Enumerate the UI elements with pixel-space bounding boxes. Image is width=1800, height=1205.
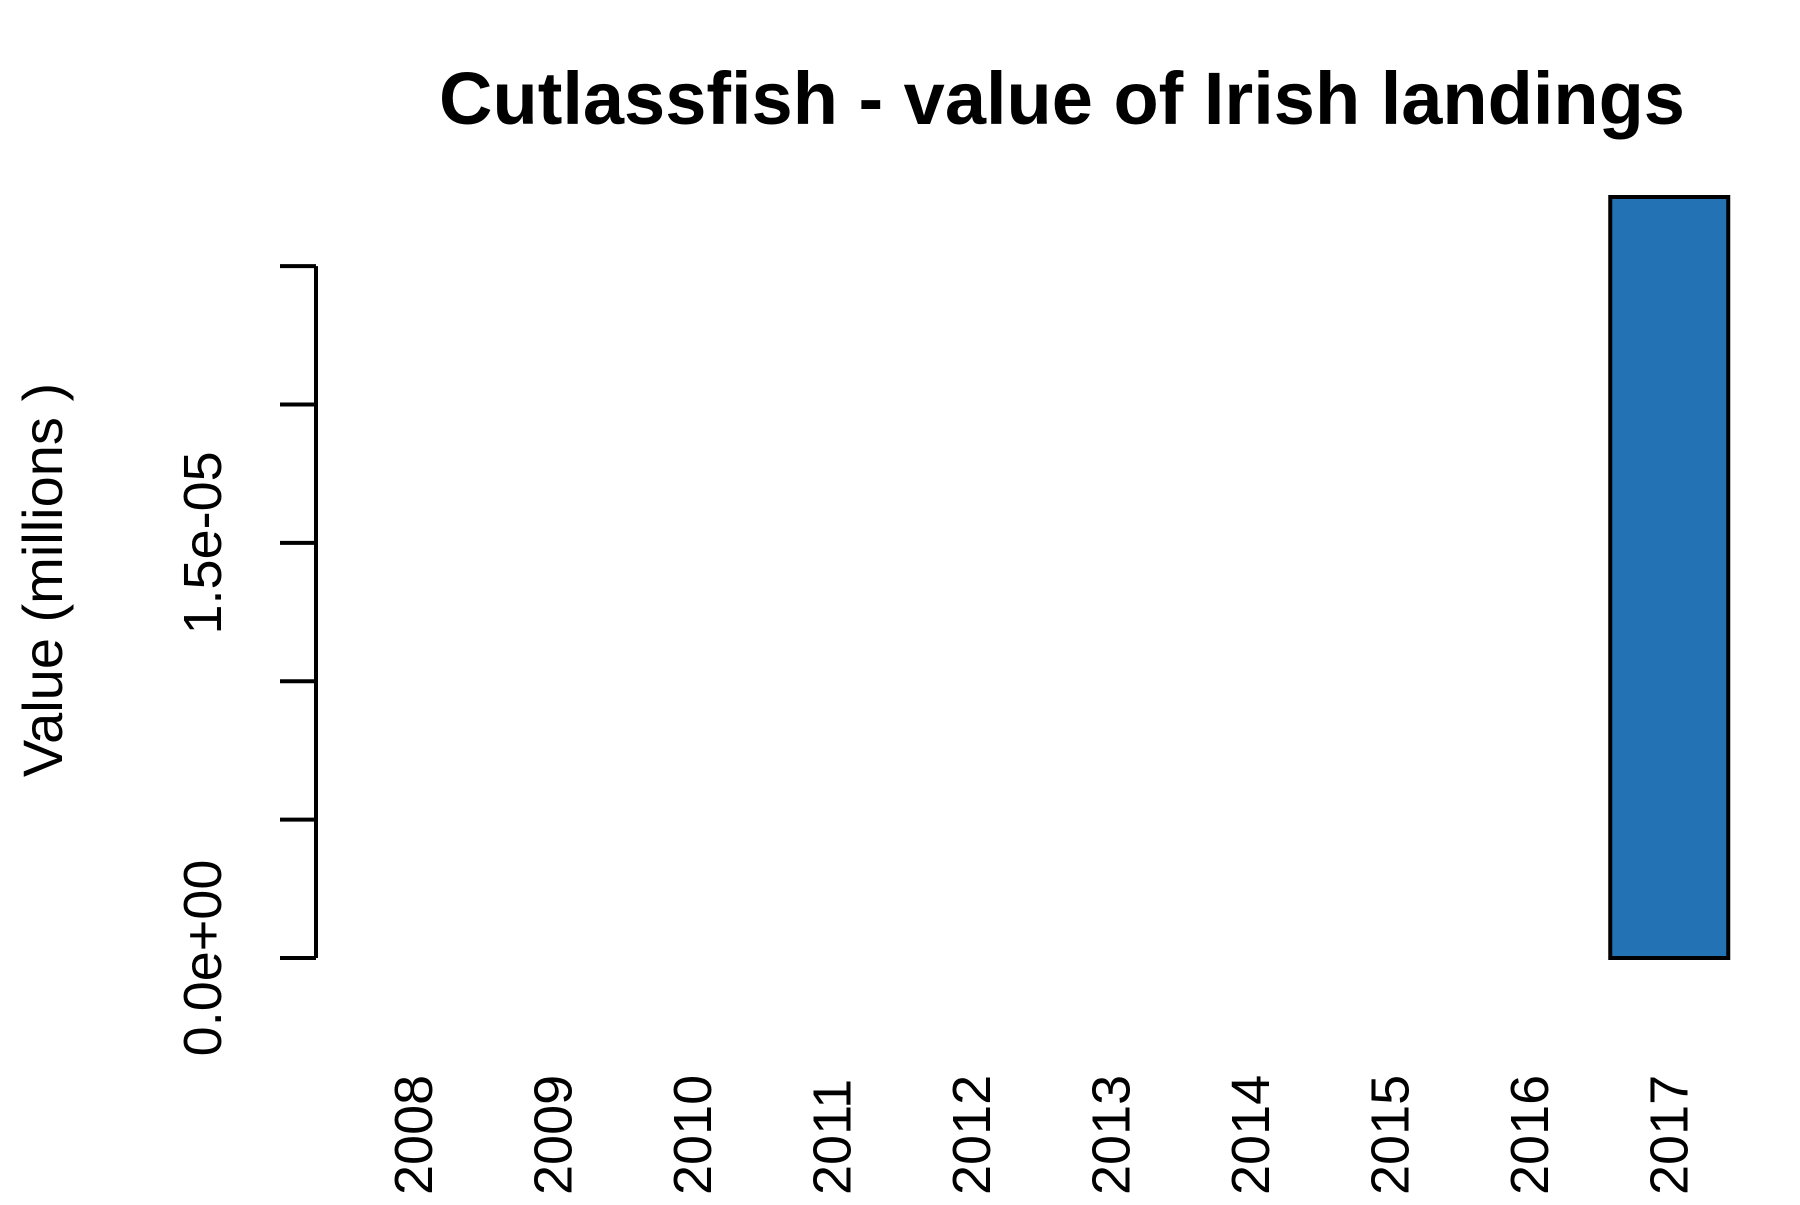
y-axis-label: Value (millions ): [11, 383, 74, 777]
x-axis-labels: 2008 2009 2010 2011 2012 2013 2014 2015 2016 2017: [384, 1075, 1700, 1195]
x-tick-label-2010: 2010: [663, 1075, 723, 1195]
x-tick-label-2017: 2017: [1639, 1075, 1699, 1195]
y-axis: 0.0e+00 1.5e-05: [173, 264, 318, 1057]
x-tick-label-2012: 2012: [942, 1075, 1002, 1195]
chart-title: Cutlassfish - value of Irish landings: [439, 57, 1685, 140]
x-tick-label-2011: 2011: [802, 1079, 862, 1195]
bar-2017: [1608, 195, 1731, 960]
y-tick-label: 0.0e+00: [173, 860, 233, 1057]
x-tick-label-2014: 2014: [1221, 1075, 1281, 1195]
x-tick-label-2009: 2009: [523, 1075, 583, 1195]
x-tick-label-2013: 2013: [1081, 1075, 1141, 1195]
bars-group: [1608, 195, 1731, 960]
y-tick-label: 1.5e-05: [173, 451, 233, 634]
x-tick-label-2016: 2016: [1500, 1075, 1560, 1195]
x-tick-label-2015: 2015: [1360, 1075, 1420, 1195]
x-tick-label-2008: 2008: [384, 1075, 444, 1195]
